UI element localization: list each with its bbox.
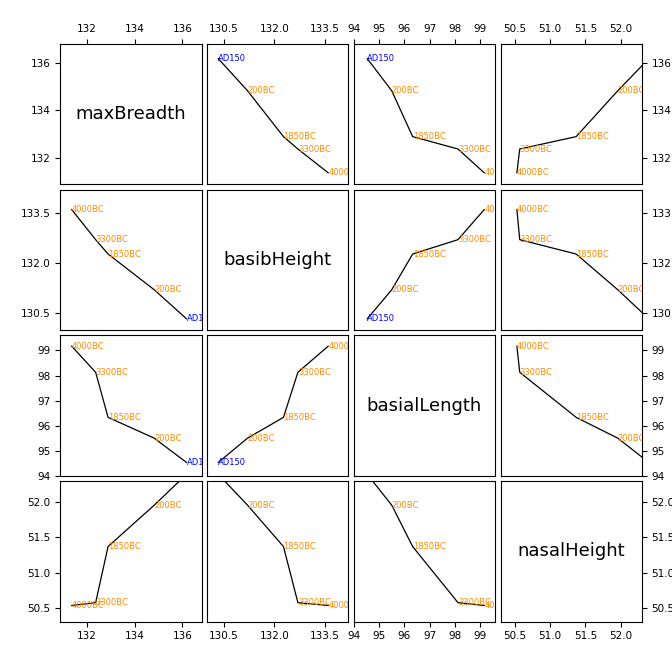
Text: 200BC: 200BC xyxy=(247,86,275,95)
Text: 3300BC: 3300BC xyxy=(458,235,491,244)
Text: AD150: AD150 xyxy=(368,54,395,63)
Text: 1850BC: 1850BC xyxy=(284,542,317,551)
Text: 200BC: 200BC xyxy=(154,285,181,294)
Text: 3300BC: 3300BC xyxy=(298,598,331,607)
Text: 3300BC: 3300BC xyxy=(519,368,552,377)
Text: 4000BC: 4000BC xyxy=(517,205,550,214)
Text: 1850BC: 1850BC xyxy=(108,542,141,551)
Text: 4000BC: 4000BC xyxy=(328,601,361,610)
Text: 3300BC: 3300BC xyxy=(458,144,491,153)
Text: 3300BC: 3300BC xyxy=(95,598,128,607)
Text: 3300BC: 3300BC xyxy=(298,144,331,153)
Text: basialLength: basialLength xyxy=(367,396,482,415)
Text: 200BC: 200BC xyxy=(618,433,645,443)
Text: AD150: AD150 xyxy=(648,458,672,467)
Text: 4000BC: 4000BC xyxy=(72,601,104,610)
Text: 1850BC: 1850BC xyxy=(108,413,141,422)
Text: 3300BC: 3300BC xyxy=(519,144,552,153)
Text: 1850BC: 1850BC xyxy=(108,249,141,259)
Text: 4000BC: 4000BC xyxy=(72,342,104,351)
Text: 4000BC: 4000BC xyxy=(485,205,517,214)
Text: 3300BC: 3300BC xyxy=(95,235,128,244)
Text: AD150: AD150 xyxy=(187,458,214,467)
Text: 1850BC: 1850BC xyxy=(576,249,609,259)
Text: 4000BC: 4000BC xyxy=(517,168,550,177)
Text: 1850BC: 1850BC xyxy=(284,132,317,141)
Text: 4000BC: 4000BC xyxy=(328,342,361,351)
Text: AD150: AD150 xyxy=(218,54,247,63)
Text: AD150: AD150 xyxy=(187,470,214,479)
Text: 200BC: 200BC xyxy=(247,501,275,509)
Text: AD150: AD150 xyxy=(218,458,247,467)
Text: 200BC: 200BC xyxy=(392,285,419,294)
Text: 3300BC: 3300BC xyxy=(298,368,331,377)
Text: AD150: AD150 xyxy=(187,314,214,323)
Text: AD150: AD150 xyxy=(368,470,395,479)
Text: 200BC: 200BC xyxy=(618,285,645,294)
Text: 4000BC: 4000BC xyxy=(72,205,104,214)
Text: AD150: AD150 xyxy=(648,314,672,323)
Text: 1850BC: 1850BC xyxy=(284,413,317,422)
Text: 3300BC: 3300BC xyxy=(519,235,552,244)
Text: 3300BC: 3300BC xyxy=(458,598,491,607)
Text: 4000BC: 4000BC xyxy=(328,168,361,177)
Text: basibHeight: basibHeight xyxy=(224,251,332,269)
Text: AD150: AD150 xyxy=(648,54,672,63)
Text: 1850BC: 1850BC xyxy=(576,413,609,422)
Text: AD150: AD150 xyxy=(218,470,247,479)
Text: 200BC: 200BC xyxy=(392,86,419,95)
Text: 200BC: 200BC xyxy=(154,433,181,443)
Text: 1850BC: 1850BC xyxy=(413,249,446,259)
Text: 4000BC: 4000BC xyxy=(485,601,517,610)
Text: maxBreadth: maxBreadth xyxy=(76,105,186,123)
Text: nasalHeight: nasalHeight xyxy=(517,542,625,560)
Text: 200BC: 200BC xyxy=(247,433,275,443)
Text: 1850BC: 1850BC xyxy=(576,132,609,141)
Text: 200BC: 200BC xyxy=(154,501,181,509)
Text: 4000BC: 4000BC xyxy=(485,168,517,177)
Text: 1850BC: 1850BC xyxy=(413,132,446,141)
Text: 3300BC: 3300BC xyxy=(95,368,128,377)
Text: 1850BC: 1850BC xyxy=(413,542,446,551)
Text: AD150: AD150 xyxy=(368,314,395,323)
Text: 200BC: 200BC xyxy=(618,86,645,95)
Text: 4000BC: 4000BC xyxy=(517,342,550,351)
Text: 200BC: 200BC xyxy=(392,501,419,509)
